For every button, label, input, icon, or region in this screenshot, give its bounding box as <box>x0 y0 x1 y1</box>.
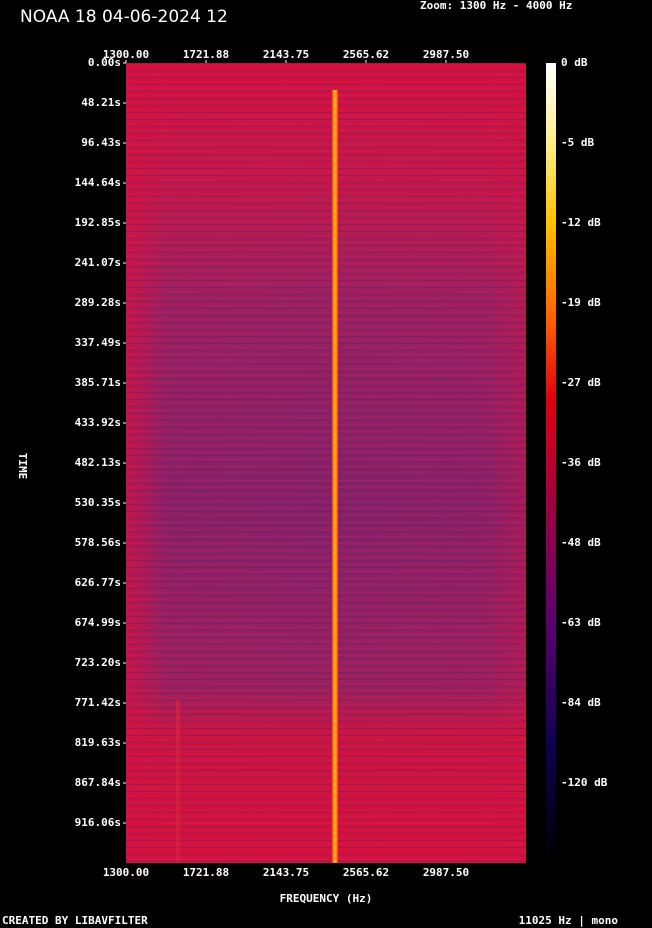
footer-left: CREATED BY LIBAVFILTER <box>2 914 148 927</box>
y-tick-label: 385.71s <box>75 376 121 389</box>
y-tick-label: 241.07s <box>75 256 121 269</box>
colorbar-label: -5 dB <box>561 136 594 149</box>
x-tick-label-top: 2987.50 <box>423 48 469 61</box>
spectrogram-texture <box>126 63 526 863</box>
y-tick-label: 96.43s <box>81 136 121 149</box>
carrier-line <box>332 90 338 863</box>
y-axis-label: TIME <box>16 453 29 480</box>
y-tick-label: 289.28s <box>75 296 121 309</box>
faint-trace <box>176 700 180 863</box>
y-tick-label: 916.06s <box>75 816 121 829</box>
y-tick-label: 482.13s <box>75 456 121 469</box>
colorbar <box>546 63 556 863</box>
x-tick-label-bottom: 1300.00 <box>103 866 149 879</box>
x-tick-label-bottom: 2143.75 <box>263 866 309 879</box>
zoom-label: Zoom: 1300 Hz - 4000 Hz <box>420 0 572 12</box>
y-tick-label: 674.99s <box>75 616 121 629</box>
colorbar-label: 0 dB <box>561 56 588 69</box>
colorbar-label: -63 dB <box>561 616 601 629</box>
colorbar-label: -120 dB <box>561 776 608 789</box>
x-tick-label-bottom: 2565.62 <box>343 866 389 879</box>
y-tick-label: 337.49s <box>75 336 121 349</box>
y-tick-label: 723.20s <box>75 656 121 669</box>
x-tick-label-top: 1721.88 <box>183 48 229 61</box>
colorbar-label: -48 dB <box>561 536 601 549</box>
x-axis-label: FREQUENCY (Hz) <box>280 892 373 905</box>
chart-title: NOAA 18 04-06-2024 12 <box>20 7 228 27</box>
y-tick-label: 530.35s <box>75 496 121 509</box>
x-tick-label-bottom: 2987.50 <box>423 866 469 879</box>
colorbar-label: -84 dB <box>561 696 601 709</box>
colorbar-label: -36 dB <box>561 456 601 469</box>
colorbar-label: -19 dB <box>561 296 601 309</box>
y-tick-label: 433.92s <box>75 416 121 429</box>
y-tick-label: 192.85s <box>75 216 121 229</box>
y-tick-label: 819.63s <box>75 736 121 749</box>
colorbar-label: -27 dB <box>561 376 601 389</box>
spectrogram <box>126 63 526 863</box>
x-tick-label-bottom: 1721.88 <box>183 866 229 879</box>
x-tick-label-top: 1300.00 <box>103 48 149 61</box>
y-tick-label: 867.84s <box>75 776 121 789</box>
y-tick-label: 0.00s <box>88 56 121 69</box>
y-tick-label: 48.21s <box>81 96 121 109</box>
y-tick-label: 771.42s <box>75 696 121 709</box>
y-tick-label: 144.64s <box>75 176 121 189</box>
colorbar-label: -12 dB <box>561 216 601 229</box>
y-tick-label: 578.56s <box>75 536 121 549</box>
x-tick-label-top: 2143.75 <box>263 48 309 61</box>
y-tick-label: 626.77s <box>75 576 121 589</box>
x-tick-label-top: 2565.62 <box>343 48 389 61</box>
footer-right: 11025 Hz | mono <box>519 914 619 927</box>
